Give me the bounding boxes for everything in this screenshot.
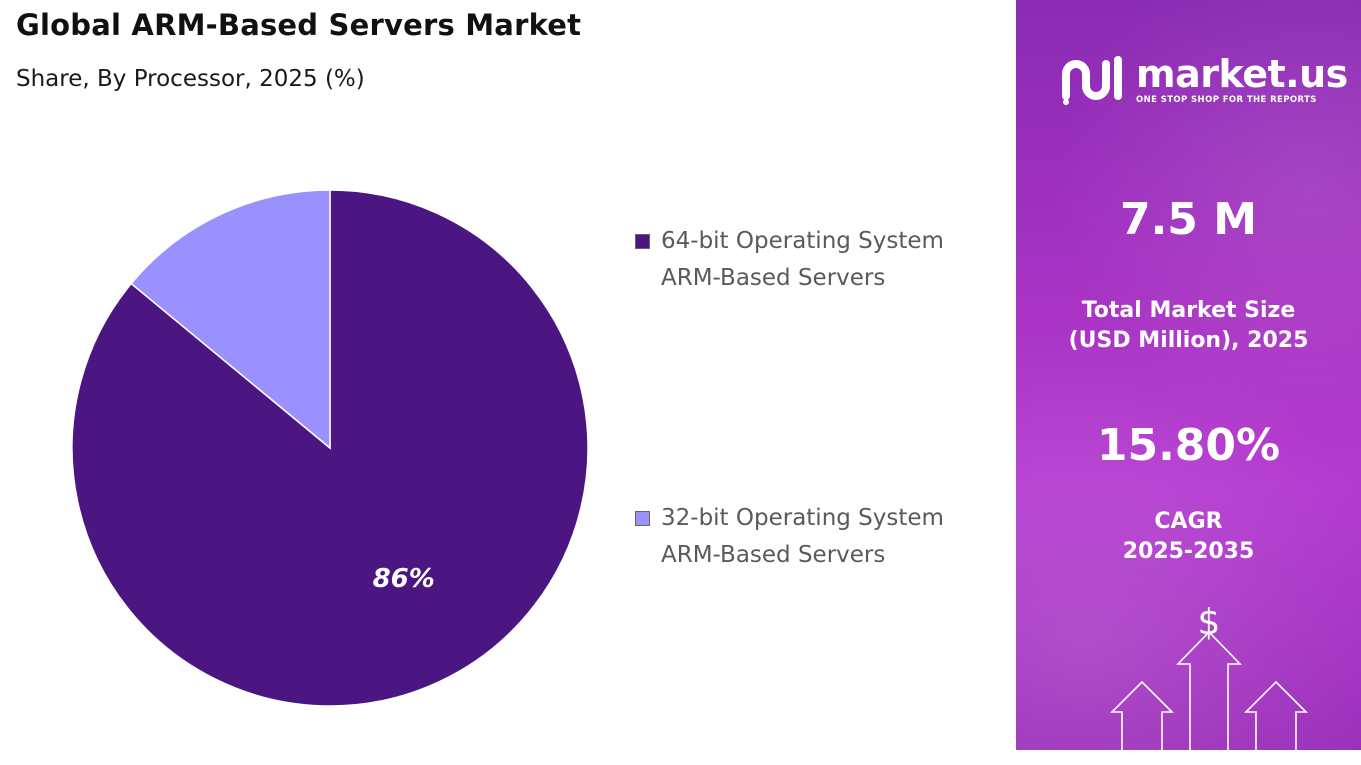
cagr-label-line2: 2025-2035 bbox=[1122, 539, 1255, 564]
legend-label-64bit-line2: ARM-Based Servers bbox=[661, 265, 886, 291]
market-size-label-line1: Total Market Size bbox=[1081, 298, 1296, 323]
sidebar-background bbox=[1016, 0, 1361, 750]
cagr-value: 15.80% bbox=[1096, 420, 1281, 471]
chart-panel: Global ARM-Based Servers Market Share, B… bbox=[16, 8, 944, 707]
legend-label-32bit-line2: ARM-Based Servers bbox=[661, 542, 886, 568]
brand-tagline: ONE STOP SHOP FOR THE REPORTS bbox=[1136, 95, 1317, 105]
legend-label-64bit-line1: 64-bit Operating System bbox=[661, 228, 944, 254]
pie-data-label-0: 86% bbox=[373, 564, 435, 594]
cagr-label-line1: CAGR bbox=[1154, 509, 1223, 534]
dollar-icon: $ bbox=[1198, 602, 1221, 643]
brand-logo: market.us ONE STOP SHOP FOR THE REPORTS bbox=[1060, 52, 1348, 108]
growth-arrows-icon: $ bbox=[1110, 602, 1308, 750]
chart-title: Global ARM-Based Servers Market bbox=[16, 8, 582, 42]
pie-slice-1 bbox=[130, 189, 331, 450]
legend-item-32bit: 32-bit Operating System ARM-Based Server… bbox=[635, 500, 944, 574]
market-size-value: 7.5 M bbox=[1119, 194, 1258, 245]
legend-item-64bit: 64-bit Operating System ARM-Based Server… bbox=[635, 223, 944, 297]
summary-sidebar: market.us ONE STOP SHOP FOR THE REPORTS … bbox=[1016, 0, 1361, 750]
pie-chart: 86% bbox=[71, 189, 589, 707]
market-us-logo-icon bbox=[1062, 56, 1122, 105]
chart-subtitle: Share, By Processor, 2025 (%) bbox=[16, 66, 365, 92]
market-size-label-line2: (USD Million), 2025 bbox=[1068, 328, 1309, 353]
brand-name: market.us bbox=[1136, 52, 1348, 96]
legend-swatch-32bit bbox=[635, 511, 650, 526]
legend-swatch-64bit bbox=[635, 234, 650, 249]
legend-label-32bit-line1: 32-bit Operating System bbox=[661, 505, 944, 531]
